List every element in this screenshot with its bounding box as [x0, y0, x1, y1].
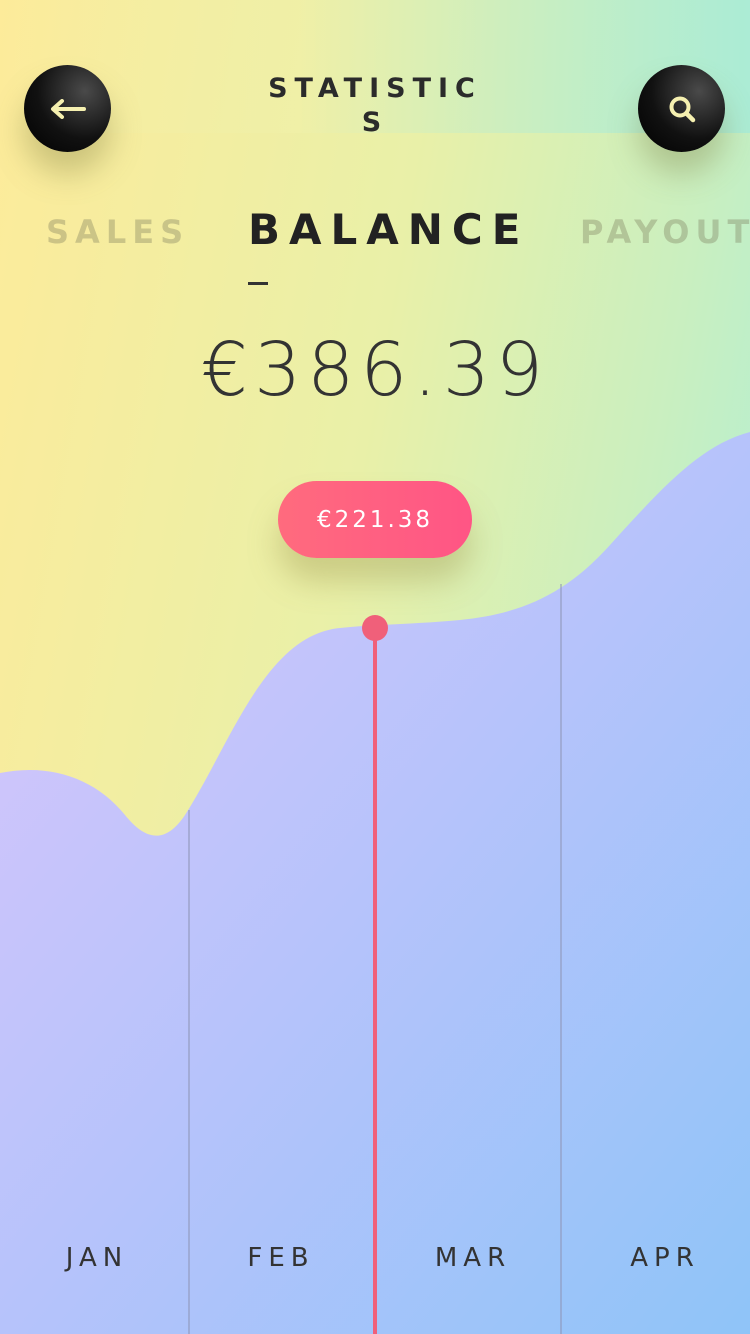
month-label-apr[interactable]: APR	[630, 1243, 700, 1273]
month-label-mar[interactable]: MAR	[434, 1243, 512, 1273]
search-button[interactable]	[638, 65, 725, 152]
header-band	[0, 0, 750, 133]
tab-sales[interactable]: SALES	[46, 213, 190, 251]
active-tab-indicator	[248, 282, 268, 285]
tab-balance[interactable]: BALANCE	[248, 205, 530, 254]
page-title: STATISTICS	[268, 73, 482, 138]
month-label-feb[interactable]: FEB	[247, 1243, 315, 1273]
selection-dot	[362, 615, 388, 641]
month-label-jan[interactable]: JAN	[65, 1243, 129, 1273]
search-icon	[667, 94, 697, 124]
arrow-left-icon	[50, 98, 86, 119]
value-tooltip: €221.38	[278, 481, 472, 558]
back-button[interactable]	[24, 65, 111, 152]
balance-amount: €386.39	[200, 327, 549, 413]
tab-payout[interactable]: PAYOUT	[580, 213, 750, 251]
